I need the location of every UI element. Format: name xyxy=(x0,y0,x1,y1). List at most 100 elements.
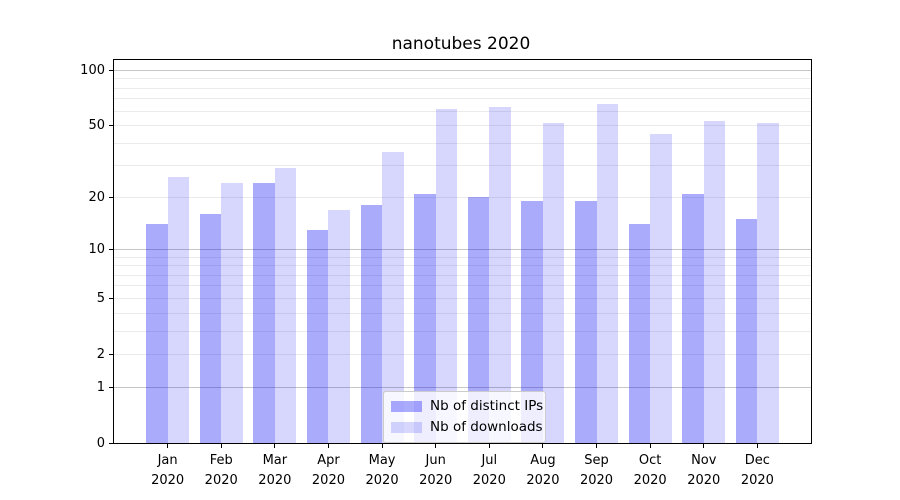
x-label-year: 2020 xyxy=(579,472,614,488)
x-tick-may xyxy=(381,444,383,448)
gridline-minor-6 xyxy=(114,285,811,287)
gridline-minor-2 xyxy=(114,353,811,355)
bar-downloads-jan xyxy=(167,176,190,443)
x-label-month: Aug xyxy=(530,453,556,468)
chart-title: nanotubes 2020 xyxy=(391,34,531,54)
x-label-year: 2020 xyxy=(526,472,560,488)
bar-downloads-jul xyxy=(489,107,511,443)
x-tick-mar xyxy=(274,444,276,448)
x-tick-label-jun: Jun 2020 xyxy=(404,451,468,490)
y-tick-label-20: 20 xyxy=(88,189,105,205)
x-tick-label-sep: Sep 2020 xyxy=(565,451,629,490)
x-label-year: 2020 xyxy=(311,472,345,488)
gridline-minor-80 xyxy=(114,87,811,89)
x-tick-label-mar: Mar 2020 xyxy=(243,451,307,490)
bar-downloads-mar xyxy=(274,168,297,443)
x-label-month: Mar xyxy=(262,453,288,468)
x-tick-label-jul: Jul 2020 xyxy=(457,451,521,490)
x-label-year: 2020 xyxy=(151,472,185,488)
y-tick-20 xyxy=(109,196,114,198)
bar-downloads-oct xyxy=(650,133,672,443)
gridline-minor-3 xyxy=(114,330,811,332)
gridline-minor-5 xyxy=(114,297,811,299)
x-label-year: 2020 xyxy=(687,472,721,488)
bar-distinct-ips-mar xyxy=(253,183,275,443)
bar-distinct-ips-apr xyxy=(307,229,329,443)
bar-downloads-aug xyxy=(542,122,565,443)
bar-downloads-dec xyxy=(757,122,779,443)
x-label-year: 2020 xyxy=(419,472,453,488)
y-tick-100 xyxy=(109,69,114,71)
bar-distinct-ips-aug xyxy=(521,201,543,443)
bar-distinct-ips-may xyxy=(360,205,383,443)
bar-downloads-sep xyxy=(596,103,618,443)
x-tick-aug xyxy=(542,444,544,448)
gridline-major-100 xyxy=(114,69,811,71)
y-tick-label-0: 0 xyxy=(96,435,105,451)
x-label-month: Oct xyxy=(638,453,662,468)
x-label-year: 2020 xyxy=(365,472,399,488)
x-tick-label-nov: Nov 2020 xyxy=(672,451,736,490)
gridline-minor-50 xyxy=(114,125,811,127)
y-tick-1 xyxy=(109,386,114,388)
x-label-year: 2020 xyxy=(633,472,667,488)
x-tick-oct xyxy=(649,444,651,448)
y-tick-label-5: 5 xyxy=(96,290,105,306)
gridline-minor-9 xyxy=(114,256,811,258)
legend-item-distinct-ips: Nb of distinct IPs xyxy=(391,398,543,414)
x-tick-sep xyxy=(596,444,598,448)
x-label-month: Sep xyxy=(584,453,609,468)
plot-area: 0 1 2 5 10 20 50 100 Jan 2020 Feb 2020 Mar 2020 Apr 202… xyxy=(80,59,812,488)
x-label-year: 2020 xyxy=(740,472,774,488)
y-tick-5 xyxy=(109,297,114,299)
y-tick-2 xyxy=(109,353,114,355)
gridline-minor-90 xyxy=(114,78,811,80)
x-tick-label-apr: Apr 2020 xyxy=(296,451,360,490)
bar-distinct-ips-jul xyxy=(467,197,490,443)
gridline-minor-40 xyxy=(114,142,811,144)
x-label-month: Feb xyxy=(209,453,233,468)
x-label-year: 2020 xyxy=(472,472,506,488)
bar-downloads-apr xyxy=(328,209,350,443)
x-tick-label-may: May 2020 xyxy=(350,451,414,490)
x-label-month: Jun xyxy=(425,453,446,468)
bar-downloads-nov xyxy=(703,121,726,443)
x-tick-label-dec: Dec 2020 xyxy=(725,451,789,490)
gridline-minor-20 xyxy=(114,196,811,198)
x-label-year: 2020 xyxy=(258,472,292,488)
gridline-minor-7 xyxy=(114,274,811,276)
y-tick-label-100: 100 xyxy=(80,62,105,78)
bar-distinct-ips-jan xyxy=(146,224,168,443)
legend-swatch-distinct-ips xyxy=(391,400,422,412)
gridline-minor-4 xyxy=(114,312,811,314)
x-label-month: May xyxy=(368,453,396,468)
legend-item-downloads: Nb of downloads xyxy=(391,419,543,435)
gridline-minor-8 xyxy=(114,265,811,267)
y-tick-label-50: 50 xyxy=(88,118,105,134)
gridline-major-10 xyxy=(114,248,811,250)
x-label-month: Apr xyxy=(317,453,340,468)
legend-label-distinct-ips: Nb of distinct IPs xyxy=(430,398,544,414)
bar-distinct-ips-jun xyxy=(414,193,436,443)
bar-distinct-ips-feb xyxy=(199,214,222,443)
x-tick-label-feb: Feb 2020 xyxy=(189,451,253,490)
bar-downloads-feb xyxy=(221,183,243,443)
x-tick-apr xyxy=(327,444,329,448)
gridline-minor-60 xyxy=(114,110,811,112)
x-label-month: Jul xyxy=(481,453,498,468)
legend: Nb of distinct IPs Nb of downloads xyxy=(383,391,546,443)
y-tick-0 xyxy=(109,442,114,444)
legend-swatch-downloads xyxy=(391,421,422,433)
x-label-month: Nov xyxy=(691,453,717,468)
x-tick-jan xyxy=(167,444,169,448)
x-label-month: Jan xyxy=(157,453,178,468)
y-tick-label-1: 1 xyxy=(96,379,105,395)
x-tick-dec xyxy=(756,444,758,448)
x-tick-label-oct: Oct 2020 xyxy=(618,451,682,490)
x-label-month: Dec xyxy=(744,453,770,468)
x-label-year: 2020 xyxy=(204,472,238,488)
x-tick-jun xyxy=(435,444,437,448)
gridline-minor-70 xyxy=(114,98,811,100)
x-tick-feb xyxy=(220,444,222,448)
